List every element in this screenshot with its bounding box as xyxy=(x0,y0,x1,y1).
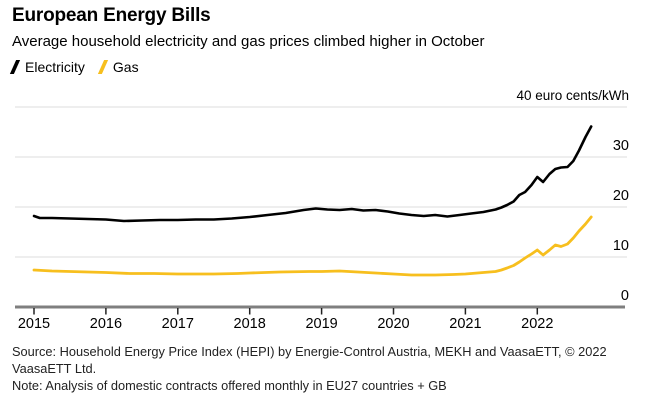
series-line-gas xyxy=(32,215,593,277)
series-line-electricity xyxy=(32,125,593,223)
x-axis-label-2018: 2018 xyxy=(233,316,266,332)
y-axis-label-0: 0 xyxy=(620,288,629,304)
y-axis-label-10: 10 xyxy=(612,238,629,254)
y-axis-label-30: 30 xyxy=(612,138,629,154)
source-text: Source: Household Energy Price Index (HE… xyxy=(12,344,607,376)
legend-label-electricity: Electricity xyxy=(25,59,85,75)
legend-item-electricity: Electricity xyxy=(9,59,85,75)
chart-subtitle: Average household electricity and gas pr… xyxy=(12,33,485,50)
x-axis-label-2016: 2016 xyxy=(89,316,123,332)
x-axis-label-2015: 2015 xyxy=(17,316,51,332)
x-axis-label-2017: 2017 xyxy=(161,316,194,332)
x-axis-label-2022: 2022 xyxy=(521,316,554,332)
legend-item-gas: Gas xyxy=(97,59,139,75)
page-title: European Energy Bills xyxy=(12,5,211,26)
x-axis-label-2021: 2021 xyxy=(449,316,482,332)
y-axis-unit-label: 40 euro cents/kWh xyxy=(516,88,629,103)
note-text: Note: Analysis of domestic contracts off… xyxy=(12,378,447,393)
x-axis-label-2020: 2020 xyxy=(377,316,410,332)
chart-legend: Electricity Gas xyxy=(9,59,139,75)
x-axis-label-2019: 2019 xyxy=(305,316,338,332)
chart-footer: Source: Household Energy Price Index (HE… xyxy=(12,343,644,394)
legend-label-gas: Gas xyxy=(112,59,139,75)
y-axis-label-20: 20 xyxy=(612,188,629,204)
